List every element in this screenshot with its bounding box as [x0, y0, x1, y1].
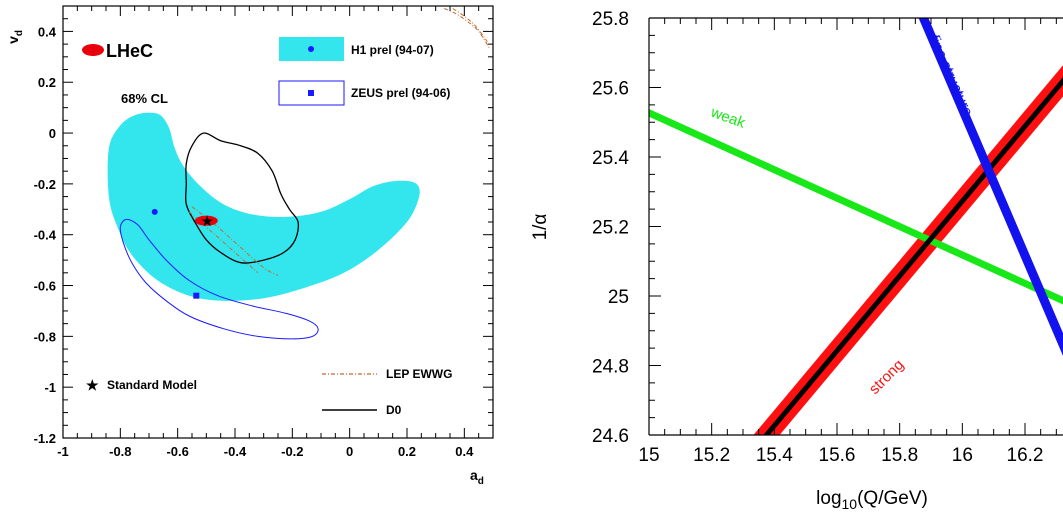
left-xlabel: ad: [470, 467, 484, 487]
y-tick-label: -0.8: [34, 329, 56, 344]
legend-d0-label: D0: [386, 403, 402, 417]
standard-model-point: ★: [201, 214, 213, 229]
x-tick-label: 0.4: [455, 444, 474, 459]
d0-contour: [184, 132, 300, 264]
cl-label: 68% CL: [121, 91, 168, 106]
x-tick-label: -0.8: [109, 444, 131, 459]
right-xlabel: log10(Q/GeV): [816, 488, 928, 512]
y-tick-label: 25: [608, 287, 629, 308]
legend-zeus-label: ZEUS prel (94-06): [351, 86, 450, 100]
x-tick-label: 16.2: [1007, 445, 1044, 466]
lep-curve-3: [452, 8, 488, 42]
lep-curve-1: [188, 211, 259, 274]
y-tick-label: 0: [49, 126, 56, 141]
legend-lep-label: LEP EWWG: [386, 367, 452, 381]
legend-zeus-marker: [308, 90, 314, 96]
y-tick-label: 24.8: [592, 357, 629, 378]
x-tick-label: -0.6: [166, 444, 188, 459]
x-tick-label: 15.8: [881, 445, 918, 466]
legend-lhec-label: LHeC: [106, 41, 153, 61]
zeus-central-point: [193, 292, 200, 299]
x-tick-label: 15: [638, 445, 659, 466]
x-tick-label: 0.2: [398, 444, 416, 459]
y-tick-label: 0.4: [38, 24, 57, 39]
lhec-ellipse: [194, 215, 218, 226]
ewk-couplings-chart: ★ -1 -0.8 -0.6 -0.4 -0.2 0 0.2 0.4 0.4 0.2 0 -0.2 -0…: [5, 5, 494, 487]
strong-line: [763, 76, 1063, 435]
x-tick-label: 15.2: [693, 445, 730, 466]
zeus-contour: [119, 218, 319, 340]
y-tick-label: -1.2: [34, 431, 56, 446]
series-label-fine-structure: fine structure: [925, 33, 976, 119]
left-ylabel: vd: [5, 30, 25, 44]
fine-structure-line: [918, 18, 1063, 356]
y-tick-label: -1: [44, 380, 56, 395]
h1-central-point: [151, 208, 158, 215]
y-tick-label: 0.2: [38, 75, 56, 90]
y-tick-label: 25.2: [592, 218, 629, 239]
x-tick-label: -1: [57, 444, 69, 459]
x-tick-label: -0.4: [224, 444, 247, 459]
legend: LHeC H1 prel (94-07) ZEUS prel (94-06) ★…: [82, 37, 452, 417]
y-tick-label: 24.6: [592, 426, 629, 447]
weak-line: [649, 109, 1063, 305]
legend-h1-marker: [308, 46, 314, 52]
y-tick-label: -0.4: [34, 228, 57, 243]
x-tick-label: 15.6: [819, 445, 856, 466]
legend-sm-marker: ★: [86, 377, 99, 393]
legend-h1-label: H1 prel (94-07): [351, 43, 434, 57]
lep-curve-2: [444, 8, 491, 50]
y-tick-label: -0.2: [34, 177, 56, 192]
x-tick-label: 15.4: [756, 445, 793, 466]
y-tick-label: -0.6: [34, 279, 56, 294]
h1-contour: [107, 112, 420, 301]
x-tick-label: -0.2: [281, 444, 303, 459]
coupling-unification-chart: 15 15.2 15.4 15.6 15.8 16 16.2 25.8 25.6 25.4 25.2…: [532, 9, 1063, 512]
legend-lhec-marker: [82, 44, 104, 56]
strong-band: [753, 65, 1063, 435]
x-tick-label: 16: [952, 445, 973, 466]
right-ylabel: 1/α: [532, 214, 551, 241]
series-label-weak: weak: [708, 103, 748, 131]
y-tick-label: 25.4: [592, 148, 629, 169]
legend-zeus-swatch: [278, 80, 345, 106]
series-label-strong: strong: [866, 356, 908, 398]
x-tick-label: 0: [346, 444, 353, 459]
y-tick-label: 25.8: [592, 9, 629, 30]
legend-sm-label: Standard Model: [107, 378, 197, 392]
y-tick-label: 25.6: [592, 79, 629, 100]
